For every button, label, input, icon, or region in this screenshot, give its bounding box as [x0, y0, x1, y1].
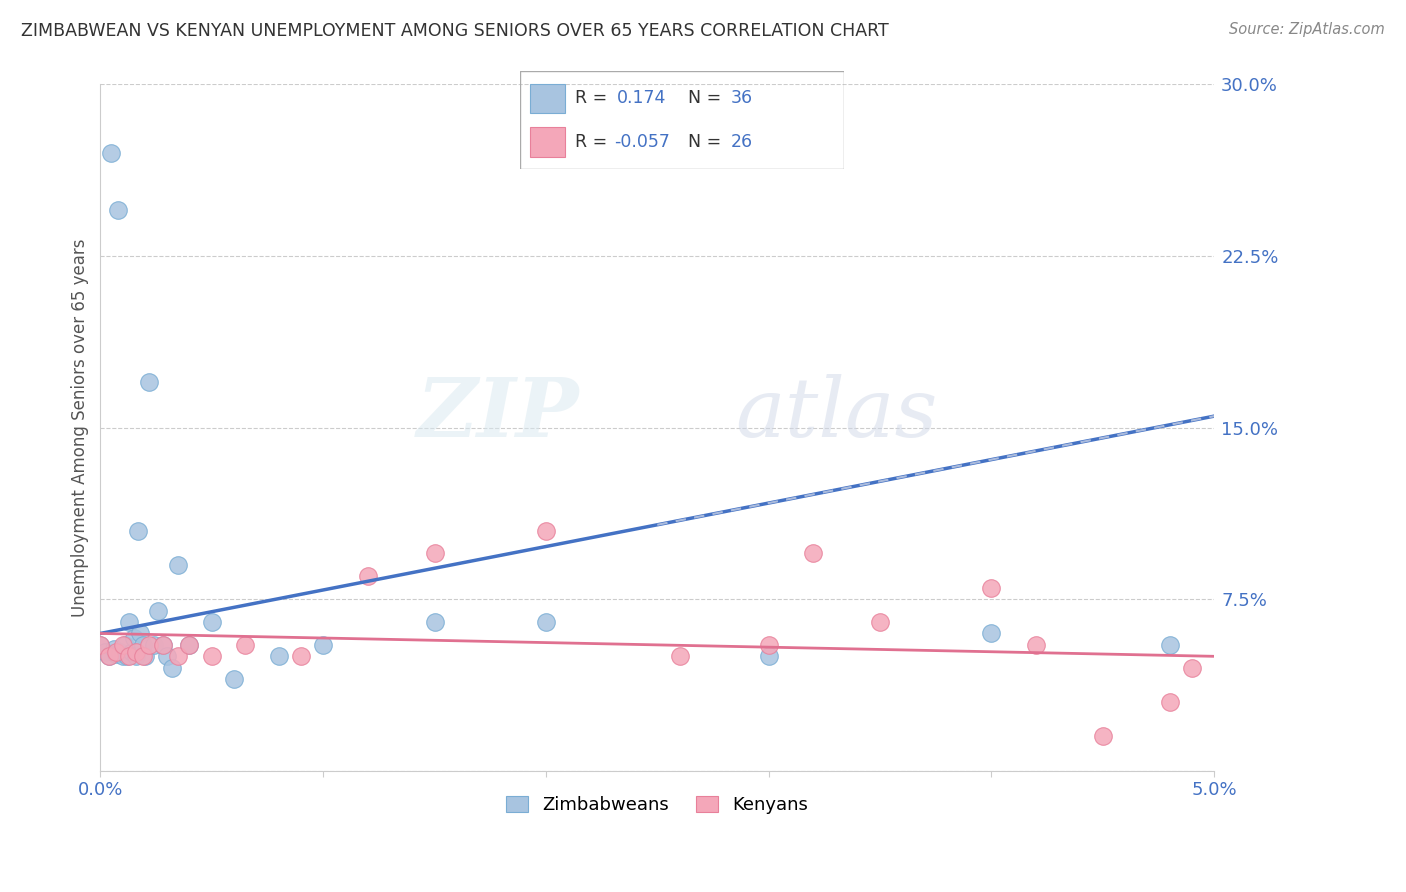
Point	[758, 638, 780, 652]
Point	[357, 569, 380, 583]
Legend: Zimbabweans, Kenyans: Zimbabweans, Kenyans	[498, 787, 817, 823]
Point	[980, 626, 1002, 640]
Point	[125, 645, 148, 659]
Point	[125, 649, 148, 664]
Point	[118, 649, 141, 664]
Text: ZIP: ZIP	[416, 374, 579, 454]
Point	[148, 603, 170, 617]
Point	[142, 638, 165, 652]
Point	[534, 524, 557, 538]
Point	[89, 638, 111, 652]
Point	[423, 615, 446, 629]
Text: -0.057: -0.057	[614, 133, 669, 151]
Point	[129, 626, 152, 640]
Point	[134, 649, 156, 664]
Text: N =: N =	[689, 89, 727, 107]
Point	[290, 649, 312, 664]
Point	[1181, 661, 1204, 675]
Point	[104, 647, 127, 661]
Point	[121, 645, 143, 659]
Point	[758, 649, 780, 664]
Point	[1159, 638, 1181, 652]
Text: N =: N =	[689, 133, 727, 151]
Point	[534, 615, 557, 629]
Point	[131, 638, 153, 652]
Point	[233, 638, 256, 652]
Text: R =: R =	[575, 133, 613, 151]
Point	[104, 645, 127, 659]
Point	[100, 146, 122, 161]
Point	[89, 638, 111, 652]
Point	[1159, 695, 1181, 709]
Point	[98, 649, 121, 664]
Point	[111, 649, 134, 664]
Point	[160, 661, 183, 675]
Point	[98, 649, 121, 664]
Point	[138, 375, 160, 389]
Point	[201, 615, 224, 629]
Point	[1091, 730, 1114, 744]
Point	[167, 649, 190, 664]
Text: Source: ZipAtlas.com: Source: ZipAtlas.com	[1229, 22, 1385, 37]
Point	[423, 546, 446, 560]
Y-axis label: Unemployment Among Seniors over 65 years: Unemployment Among Seniors over 65 years	[72, 238, 89, 616]
Text: 0.174: 0.174	[617, 89, 666, 107]
Point	[114, 638, 136, 652]
Point	[980, 581, 1002, 595]
Point	[267, 649, 290, 664]
Point	[110, 645, 132, 659]
Point	[122, 631, 145, 645]
Point	[1025, 638, 1047, 652]
Point	[127, 524, 149, 538]
Point	[201, 649, 224, 664]
Point	[138, 638, 160, 652]
Text: R =: R =	[575, 89, 613, 107]
Point	[111, 638, 134, 652]
Point	[179, 638, 201, 652]
Text: atlas: atlas	[735, 374, 938, 454]
Point	[103, 642, 125, 657]
Text: ZIMBABWEAN VS KENYAN UNEMPLOYMENT AMONG SENIORS OVER 65 YEARS CORRELATION CHART: ZIMBABWEAN VS KENYAN UNEMPLOYMENT AMONG …	[21, 22, 889, 40]
Point	[156, 649, 179, 664]
Point	[94, 645, 117, 659]
Point	[118, 615, 141, 629]
Point	[801, 546, 824, 560]
Point	[167, 558, 190, 572]
Point	[152, 638, 174, 652]
Point	[869, 615, 891, 629]
Point	[668, 649, 690, 664]
Point	[152, 638, 174, 652]
Text: 26: 26	[731, 133, 752, 151]
Point	[107, 203, 129, 218]
Point	[179, 638, 201, 652]
Point	[222, 672, 245, 686]
Bar	[530, 128, 565, 157]
Bar	[530, 84, 565, 113]
Point	[131, 649, 153, 664]
Text: 36: 36	[731, 89, 752, 107]
Point	[115, 649, 138, 664]
Point	[312, 638, 335, 652]
